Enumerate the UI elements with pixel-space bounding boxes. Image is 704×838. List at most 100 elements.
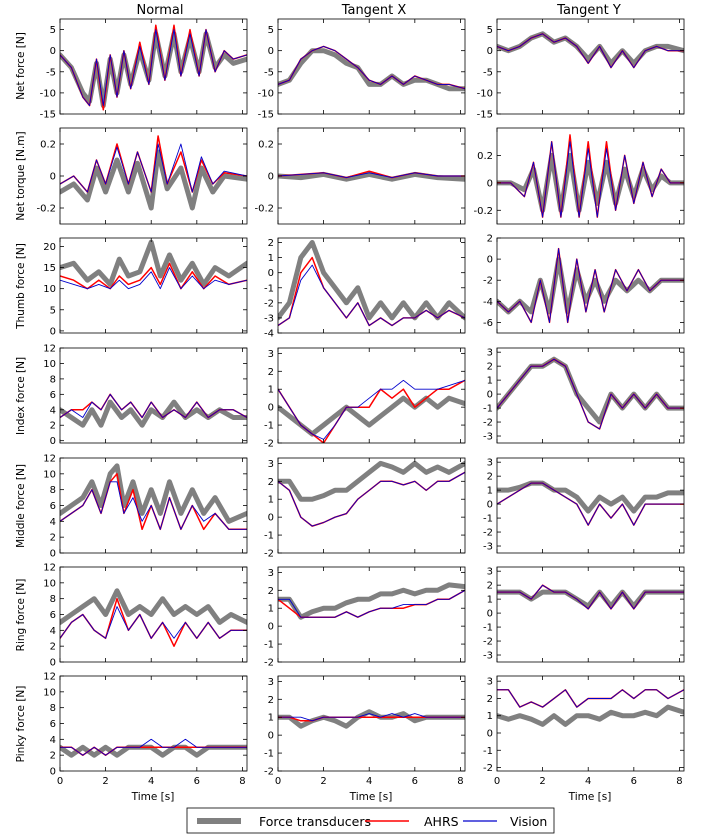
panel-net-force-tangent-x: -15 -10 -5 0 5 <box>258 18 466 121</box>
y-tick-label: 0 <box>268 403 274 414</box>
series-group <box>497 480 684 526</box>
x-tick-label: 0 <box>494 776 500 787</box>
plot-frame <box>496 127 685 225</box>
y-tick-label: 1 <box>487 376 493 387</box>
x-tick-label: 0 <box>57 776 63 787</box>
panel-ring-force-tangent-y: -3 -2 -1 0 1 2 3 <box>483 566 685 663</box>
y-tick-label: 0 <box>50 172 56 183</box>
y-tick-label: -1 <box>264 640 274 651</box>
y-tick-label: -1 <box>483 514 493 525</box>
series-line-vision <box>497 248 684 323</box>
y-tick-label: 0 <box>50 658 56 669</box>
y-tick-label: 2 <box>487 581 493 592</box>
plot-frame <box>496 457 685 554</box>
y-tick-label: -3 <box>264 313 274 324</box>
series-line-force-transducers <box>60 149 247 211</box>
x-tick-label: 4 <box>585 776 591 787</box>
y-tick-label: 5 <box>487 25 493 36</box>
row-label-thumb-force: Thumb force [N] <box>15 243 27 330</box>
y-tick-label: -0.2 <box>36 204 56 215</box>
y-tick-label: -2 <box>264 439 274 450</box>
series-line-force-transducers <box>497 356 684 425</box>
series-group <box>278 45 465 92</box>
y-tick-label: 2 <box>487 472 493 483</box>
series-line-force-transducers <box>278 460 465 502</box>
row-label-net-torque: Net torque [N.m] <box>15 131 27 220</box>
y-tick-label: 0 <box>50 326 56 337</box>
y-tick-label: 2 <box>487 234 493 245</box>
y-tick-label: 2 <box>487 694 493 705</box>
y-tick-label: -10 <box>477 88 493 99</box>
y-tick-label: 2 <box>50 533 56 544</box>
y-tick-label: -3 <box>483 432 493 443</box>
y-tick-label: 10 <box>43 469 56 480</box>
y-tick-label: 12 <box>43 563 56 574</box>
series-line-vision <box>497 141 684 218</box>
x-tick-label: 2 <box>102 776 108 787</box>
x-tick-label: 0 <box>275 776 281 787</box>
x-tick-label: 2 <box>539 776 545 787</box>
y-tick-label: 1 <box>268 495 274 506</box>
series-line-force-transducers <box>60 588 247 625</box>
row-label-net-force: Net force [N] <box>15 32 27 100</box>
y-tick-label: 10 <box>43 578 56 589</box>
panel-net-force-normal: -15 -10 -5 0 5 <box>40 18 248 121</box>
y-tick-label: 8 <box>50 703 56 714</box>
y-tick-label: 0 <box>487 390 493 401</box>
series-line-force-transducers <box>497 480 684 514</box>
y-tick-label: 3 <box>487 567 493 578</box>
series-group <box>60 24 247 111</box>
series-group <box>278 460 465 527</box>
y-tick-label: -6 <box>483 318 493 329</box>
x-tick-label: 6 <box>631 776 637 787</box>
series-line-vision <box>278 172 465 179</box>
y-tick-label: 1 <box>487 711 493 722</box>
y-tick-label: -0.2 <box>473 206 493 217</box>
y-tick-label: 0 <box>50 549 56 560</box>
y-tick-label: -2 <box>483 637 493 648</box>
row-label-pinky-force: Pinky force [N] <box>15 686 27 763</box>
legend-label-ahrs: AHRS <box>424 814 459 829</box>
series-group <box>497 584 684 610</box>
plot-frame <box>277 566 466 663</box>
plot-frame <box>59 347 248 444</box>
y-tick-label: -4 <box>483 297 493 308</box>
y-tick-label: 2 <box>50 421 56 432</box>
y-tick-label: 0.2 <box>258 140 274 151</box>
y-tick-label: 15 <box>43 263 56 274</box>
column-title-tangent-y: Tangent Y <box>556 3 621 18</box>
series-line-vision <box>278 379 465 440</box>
series-line-vision <box>497 33 684 69</box>
y-tick-label: 4 <box>50 405 56 416</box>
series-line-vision <box>278 713 465 722</box>
y-tick-label: 1 <box>487 595 493 606</box>
series-line-force-transducers <box>278 171 465 182</box>
row-label-middle-force: Middle force [N] <box>15 464 27 548</box>
series-line-vision <box>497 689 684 708</box>
y-tick-label: -2 <box>264 767 274 778</box>
plot-frame <box>496 237 685 334</box>
series-line-ahrs <box>278 379 465 443</box>
y-tick-label: 2 <box>268 238 274 249</box>
x-tick-label: 8 <box>239 776 245 787</box>
y-tick-label: 6 <box>50 610 56 621</box>
x-tick-label: 6 <box>412 776 418 787</box>
panel-index-force-tangent-x: -2 -1 0 1 2 3 <box>264 347 466 450</box>
x-tick-label: 8 <box>457 776 463 787</box>
y-tick-label: 6 <box>50 501 56 512</box>
y-tick-label: 10 <box>43 359 56 370</box>
y-tick-label: 4 <box>50 735 56 746</box>
plot-frame <box>59 18 248 115</box>
row-label-ring-force: Ring force [N] <box>15 579 27 652</box>
y-tick-label: 0.2 <box>40 140 56 151</box>
y-tick-label: -15 <box>40 110 56 121</box>
panel-ring-force-normal: 0 2 4 6 8 10 12 <box>43 563 248 669</box>
y-tick-label: -1 <box>264 531 274 542</box>
y-tick-label: -1 <box>483 623 493 634</box>
y-tick-label: -1 <box>264 749 274 760</box>
series-line-force-transducers <box>60 239 247 287</box>
plot-frame <box>277 457 466 554</box>
series-line-vision <box>60 481 247 530</box>
panel-net-torque-normal: -0.2 0 0.2 <box>36 127 248 225</box>
y-tick-label: 12 <box>43 454 56 465</box>
